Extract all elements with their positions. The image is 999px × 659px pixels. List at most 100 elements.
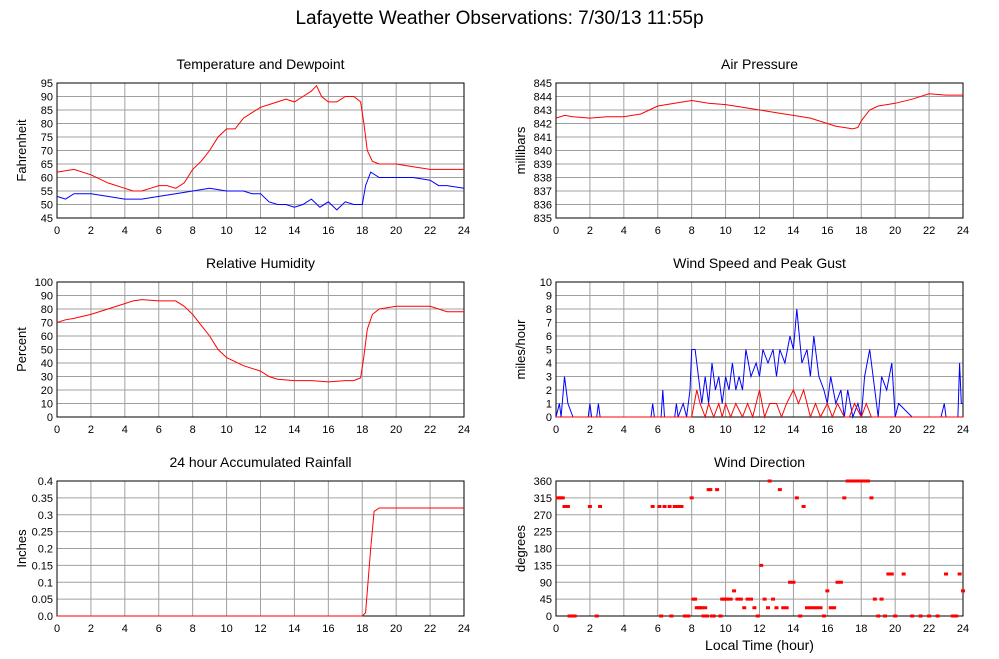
data-point (672, 505, 677, 508)
data-point (944, 572, 949, 576)
y-tick-label: 0.15 (32, 560, 53, 572)
data-point (866, 479, 871, 483)
x-tick-label: 12 (753, 424, 765, 436)
x-tick-label: 2 (88, 623, 94, 635)
data-point (708, 488, 713, 492)
x-tick-label: 10 (220, 225, 232, 237)
chart-title: Air Pressure (721, 56, 798, 72)
data-point (755, 614, 760, 618)
data-point (961, 589, 965, 593)
y-tick-label: 0.25 (32, 527, 53, 539)
data-point (742, 606, 747, 610)
y-tick-label: 60 (41, 331, 53, 343)
x-tick-label: 24 (458, 623, 470, 635)
x-tick-label: 0 (54, 225, 60, 237)
x-tick-label: 16 (322, 623, 334, 635)
y-tick-label: 0.4 (38, 476, 53, 488)
x-tick-label: 4 (122, 623, 128, 635)
y-tick-label: 45 (540, 594, 552, 606)
data-point (676, 505, 681, 508)
data-point (560, 496, 565, 500)
x-tick-label: 8 (190, 225, 196, 237)
data-point (752, 606, 757, 610)
y-tick-label: 70 (41, 146, 53, 158)
x-tick-label: 24 (957, 623, 969, 635)
y-tick-label: 0 (546, 412, 552, 424)
y-tick-label: 840 (534, 146, 552, 158)
y-tick-label: 95 (41, 78, 53, 90)
y-tick-label: 5 (546, 345, 552, 357)
data-point (565, 505, 570, 508)
data-point (879, 597, 884, 601)
y-tick-label: 8 (546, 304, 552, 316)
data-point (762, 597, 767, 601)
data-point (686, 614, 691, 618)
y-axis-label: Fahrenheit (14, 119, 29, 182)
x-tick-label: 12 (254, 623, 266, 635)
data-point (886, 572, 891, 576)
y-tick-label: 0.3 (38, 510, 53, 522)
data-point (659, 614, 664, 618)
y-tick-label: 70 (41, 318, 53, 330)
data-point (767, 479, 772, 483)
x-tick-label: 4 (621, 623, 627, 635)
y-tick-label: 45 (41, 213, 53, 225)
data-point (689, 496, 694, 500)
x-tick-label: 18 (855, 623, 867, 635)
x-tick-label: 8 (190, 424, 196, 436)
y-tick-label: 30 (41, 372, 53, 384)
y-axis-label: miles/hour (513, 319, 528, 380)
x-tick-label: 22 (424, 623, 436, 635)
y-tick-label: 225 (534, 527, 552, 539)
x-tick-label: 18 (855, 424, 867, 436)
data-point (855, 479, 860, 483)
data-point (957, 572, 962, 576)
data-point (935, 614, 940, 618)
x-tick-label: 6 (156, 225, 162, 237)
x-tick-label: 0 (553, 623, 559, 635)
y-tick-label: 1 (546, 399, 552, 411)
data-point (818, 606, 823, 610)
data-point (889, 572, 894, 576)
data-point (801, 505, 806, 508)
y-tick-label: 80 (41, 304, 53, 316)
data-point (859, 479, 864, 483)
data-point (669, 614, 674, 618)
chart-title: Temperature and Dewpoint (176, 56, 344, 72)
x-tick-label: 18 (356, 623, 368, 635)
x-tick-label: 24 (957, 424, 969, 436)
data-point (791, 580, 796, 584)
y-tick-label: 360 (534, 476, 552, 488)
y-tick-label: 60 (41, 173, 53, 185)
data-point (732, 589, 737, 593)
y-tick-label: 845 (534, 78, 552, 90)
data-point (667, 505, 672, 508)
y-tick-label: 10 (41, 399, 53, 411)
x-tick-label: 14 (288, 225, 300, 237)
x-tick-label: 14 (288, 623, 300, 635)
data-point (693, 597, 698, 601)
x-tick-label: 0 (54, 424, 60, 436)
series-line-0 (56, 299, 464, 383)
data-point (798, 614, 803, 618)
series-line-0 (555, 93, 963, 130)
y-tick-label: 0.1 (38, 577, 53, 589)
x-tick-label: 16 (322, 225, 334, 237)
data-point (699, 606, 704, 610)
data-point (815, 606, 820, 610)
data-point (849, 479, 854, 483)
x-tick-label: 20 (390, 623, 402, 635)
data-point (704, 614, 709, 618)
y-tick-label: 0 (47, 412, 53, 424)
x-tick-label: 0 (54, 623, 60, 635)
y-tick-label: 0 (546, 611, 552, 623)
x-tick-label: 16 (821, 623, 833, 635)
y-tick-label: 85 (41, 105, 53, 117)
data-point (725, 597, 730, 601)
plot-frame (555, 281, 964, 418)
data-point (777, 488, 782, 492)
